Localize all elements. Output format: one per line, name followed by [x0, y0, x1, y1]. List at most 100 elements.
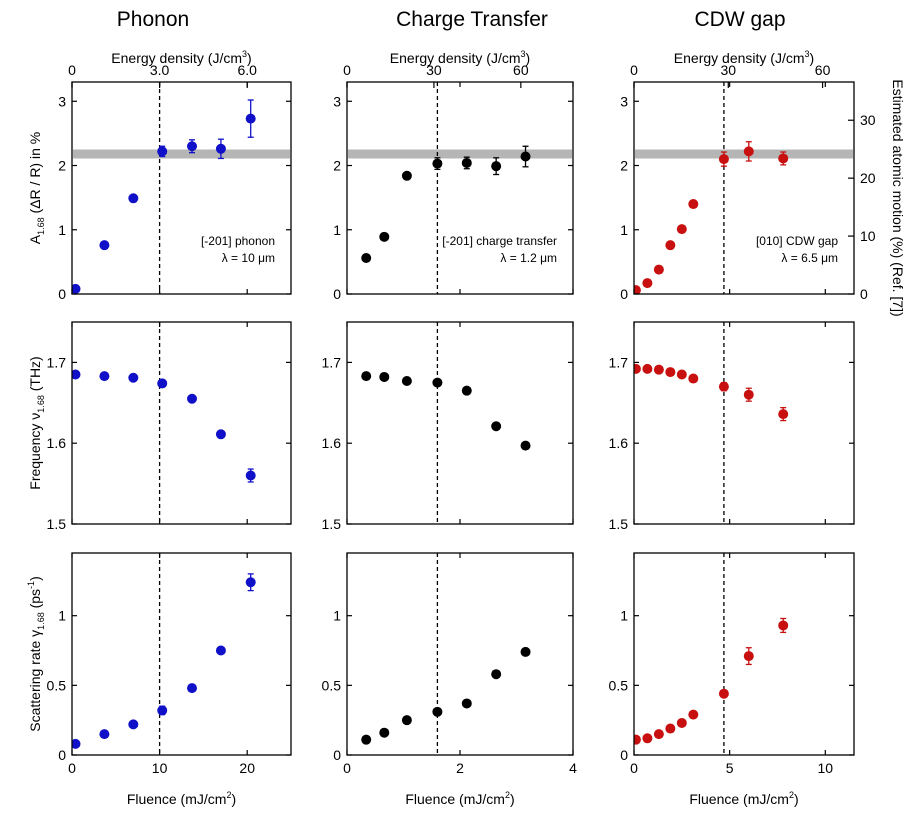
- bottom-axis-label: Fluence (mJ/cm2): [405, 790, 514, 807]
- y-tick-label: 2: [620, 158, 628, 174]
- x-tick-label: 0: [68, 760, 76, 776]
- x-tick-label: 20: [239, 760, 255, 776]
- top-tick-label: 0: [630, 62, 638, 78]
- y-tick-label: 1.5: [609, 516, 629, 532]
- data-point: [676, 369, 687, 380]
- y-axis-label-scattering: Scattering rate γ1.68 (ps-1): [26, 576, 46, 732]
- y-tick-label: 3: [333, 93, 341, 109]
- y-tick-label: 0: [620, 747, 628, 763]
- panel-frequency-2: 1.5 1.6 1.7: [609, 321, 855, 532]
- bottom-axis-label: Fluence (mJ/cm2): [127, 790, 236, 807]
- top-tick-label: 30: [720, 62, 736, 78]
- data-point: [653, 364, 664, 375]
- y-tick-label: 0: [333, 747, 341, 763]
- data-point: [379, 727, 390, 738]
- data-point: [491, 161, 502, 172]
- data-point: [718, 688, 729, 699]
- data-point: [642, 278, 653, 289]
- y-tick-label: 1.7: [609, 354, 629, 370]
- top-tick-label: 60: [815, 62, 831, 78]
- data-point: [72, 738, 81, 749]
- data-point: [461, 385, 472, 396]
- panel-annotation: [-201] phonon: [201, 234, 275, 248]
- y-tick-label: 1.6: [609, 435, 629, 451]
- y-tick-label: 1: [333, 222, 341, 238]
- data-point: [718, 154, 729, 165]
- x-tick-label: 0: [343, 760, 351, 776]
- data-point: [432, 377, 443, 388]
- panel-frequency-0: 1.5 1.6 1.7: [47, 321, 292, 532]
- data-point: [653, 729, 664, 740]
- data-point: [491, 421, 502, 432]
- y-tick-label: 0: [333, 286, 341, 302]
- y-tick-label: 1: [333, 608, 341, 624]
- panel-frame: [71, 321, 292, 525]
- y-tick-label: 0: [58, 747, 66, 763]
- data-point: [432, 706, 443, 717]
- data-point: [688, 709, 699, 720]
- data-point: [361, 253, 372, 264]
- data-point: [718, 381, 729, 392]
- data-point: [653, 264, 664, 275]
- data-point: [634, 734, 641, 745]
- data-point: [128, 719, 139, 730]
- data-point: [379, 371, 390, 382]
- data-point: [665, 723, 676, 734]
- data-point: [520, 646, 531, 657]
- data-point: [401, 375, 412, 386]
- y-tick-label: 1.5: [47, 516, 67, 532]
- x-tick-label: 0: [630, 760, 638, 776]
- data-point: [520, 440, 531, 451]
- panel-frame: [71, 81, 292, 295]
- y-tick-label: 1: [58, 608, 66, 624]
- data-point: [743, 651, 754, 662]
- data-point: [245, 577, 256, 588]
- y-tick-label: 0: [620, 286, 628, 302]
- data-point: [688, 199, 699, 210]
- top-tick-label: 30: [426, 62, 442, 78]
- column-title: Charge Transfer: [396, 8, 548, 31]
- panel-frame: [346, 321, 574, 525]
- panel-annotation: λ = 6.5 μm: [781, 251, 838, 265]
- right-tick-label: 10: [860, 228, 876, 244]
- data-point: [676, 717, 687, 728]
- panel-frame: [346, 552, 574, 756]
- data-point: [743, 146, 754, 157]
- right-tick-label: 0: [860, 286, 868, 302]
- y-tick-label: 1.7: [322, 354, 342, 370]
- data-point: [520, 151, 531, 162]
- y-tick-label: 1.6: [322, 435, 342, 451]
- data-point: [72, 369, 81, 380]
- data-point: [128, 372, 139, 383]
- data-point: [432, 158, 443, 169]
- data-point: [99, 729, 110, 740]
- data-point: [187, 141, 198, 152]
- data-point: [361, 734, 372, 745]
- y-tick-label: 3: [58, 93, 66, 109]
- panel-annotation: [010] CDW gap: [756, 234, 838, 248]
- top-tick-label: 0: [68, 62, 76, 78]
- y-axis-label-amplitude: A1.68 (ΔR / R) in %: [27, 132, 46, 244]
- panel-scattering-2: 0 5 10 0 0.5 1: [609, 552, 855, 776]
- data-point: [187, 683, 198, 694]
- right-axis-label: Estimated atomic motion (%) (Ref. [7]): [890, 79, 906, 316]
- y-tick-label: 1: [620, 608, 628, 624]
- y-tick-label: 1.6: [47, 435, 67, 451]
- data-point: [215, 429, 226, 440]
- y-tick-label: 0: [58, 286, 66, 302]
- data-point: [72, 283, 81, 294]
- right-tick-label: 30: [860, 112, 876, 128]
- data-point: [401, 715, 412, 726]
- y-tick-label: 1: [620, 222, 628, 238]
- data-point: [642, 363, 653, 374]
- x-tick-label: 10: [152, 760, 168, 776]
- data-point: [743, 389, 754, 400]
- y-tick-label: 2: [333, 158, 341, 174]
- y-tick-label: 1.5: [322, 516, 342, 532]
- top-axis-label: Energy density (J/cm3): [674, 49, 814, 66]
- right-tick-label: 20: [860, 170, 876, 186]
- panel-annotation: λ = 1.2 μm: [500, 251, 557, 265]
